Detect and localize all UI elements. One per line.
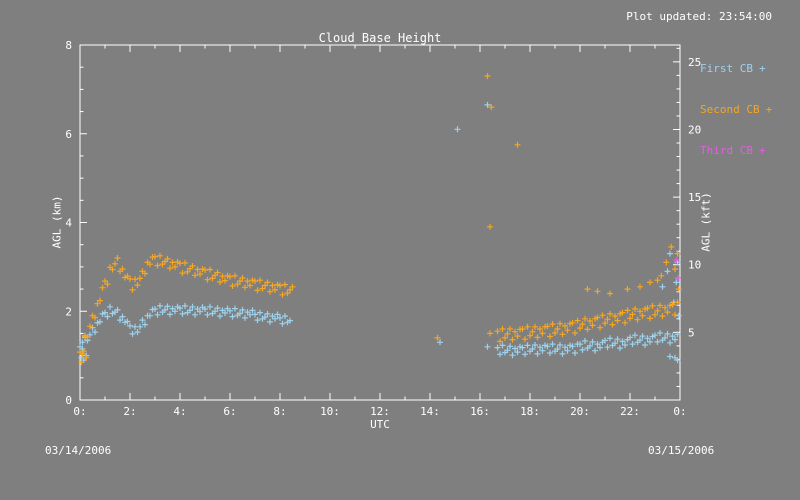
legend-marker-third-cb-icon: + bbox=[758, 144, 766, 157]
svg-text:14:: 14: bbox=[420, 405, 440, 418]
legend-marker-first-cb-icon: + bbox=[758, 62, 766, 75]
svg-text:18:: 18: bbox=[520, 405, 540, 418]
svg-text:8:: 8: bbox=[273, 405, 286, 418]
svg-text:15: 15 bbox=[688, 191, 701, 204]
svg-text:4: 4 bbox=[65, 217, 72, 230]
svg-text:8: 8 bbox=[65, 39, 72, 52]
legend-label-first-cb: First CB bbox=[700, 62, 753, 75]
svg-text:16:: 16: bbox=[470, 405, 490, 418]
date-end-label: 03/15/2006 bbox=[648, 444, 715, 457]
legend-label-third-cb: Third CB bbox=[700, 144, 753, 157]
svg-text:6: 6 bbox=[65, 128, 72, 141]
svg-text:22:: 22: bbox=[620, 405, 640, 418]
legend-item-third-cb: Third CB + bbox=[700, 144, 766, 157]
legend-marker-second-cb-icon: + bbox=[765, 103, 773, 116]
y-axis-label-left: AGL (km) bbox=[50, 195, 64, 249]
svg-text:0:: 0: bbox=[673, 405, 686, 418]
plot-updated-timestamp: Plot updated: 23:54:00 bbox=[626, 10, 772, 23]
svg-text:10: 10 bbox=[688, 259, 701, 272]
date-start-label: 03/14/2006 bbox=[45, 444, 112, 457]
svg-text:4:: 4: bbox=[173, 405, 186, 418]
y-axis-label-right: AGL (kft) bbox=[699, 192, 713, 252]
svg-text:20: 20 bbox=[688, 123, 701, 136]
svg-text:25: 25 bbox=[688, 56, 701, 69]
svg-text:6:: 6: bbox=[223, 405, 236, 418]
legend-item-second-cb: Second CB + bbox=[700, 103, 772, 116]
svg-text:10:: 10: bbox=[320, 405, 340, 418]
svg-text:5: 5 bbox=[688, 326, 695, 339]
svg-text:0: 0 bbox=[65, 394, 72, 407]
x-axis-label: UTC bbox=[370, 418, 390, 431]
legend-label-second-cb: Second CB bbox=[700, 103, 760, 116]
svg-text:12:: 12: bbox=[370, 405, 390, 418]
svg-text:20:: 20: bbox=[570, 405, 590, 418]
svg-text:0:: 0: bbox=[73, 405, 86, 418]
svg-text:2:: 2: bbox=[123, 405, 136, 418]
svg-text:2: 2 bbox=[65, 305, 72, 318]
chart-title: Cloud Base Height bbox=[318, 31, 442, 45]
legend-item-first-cb: First CB + bbox=[700, 62, 766, 75]
